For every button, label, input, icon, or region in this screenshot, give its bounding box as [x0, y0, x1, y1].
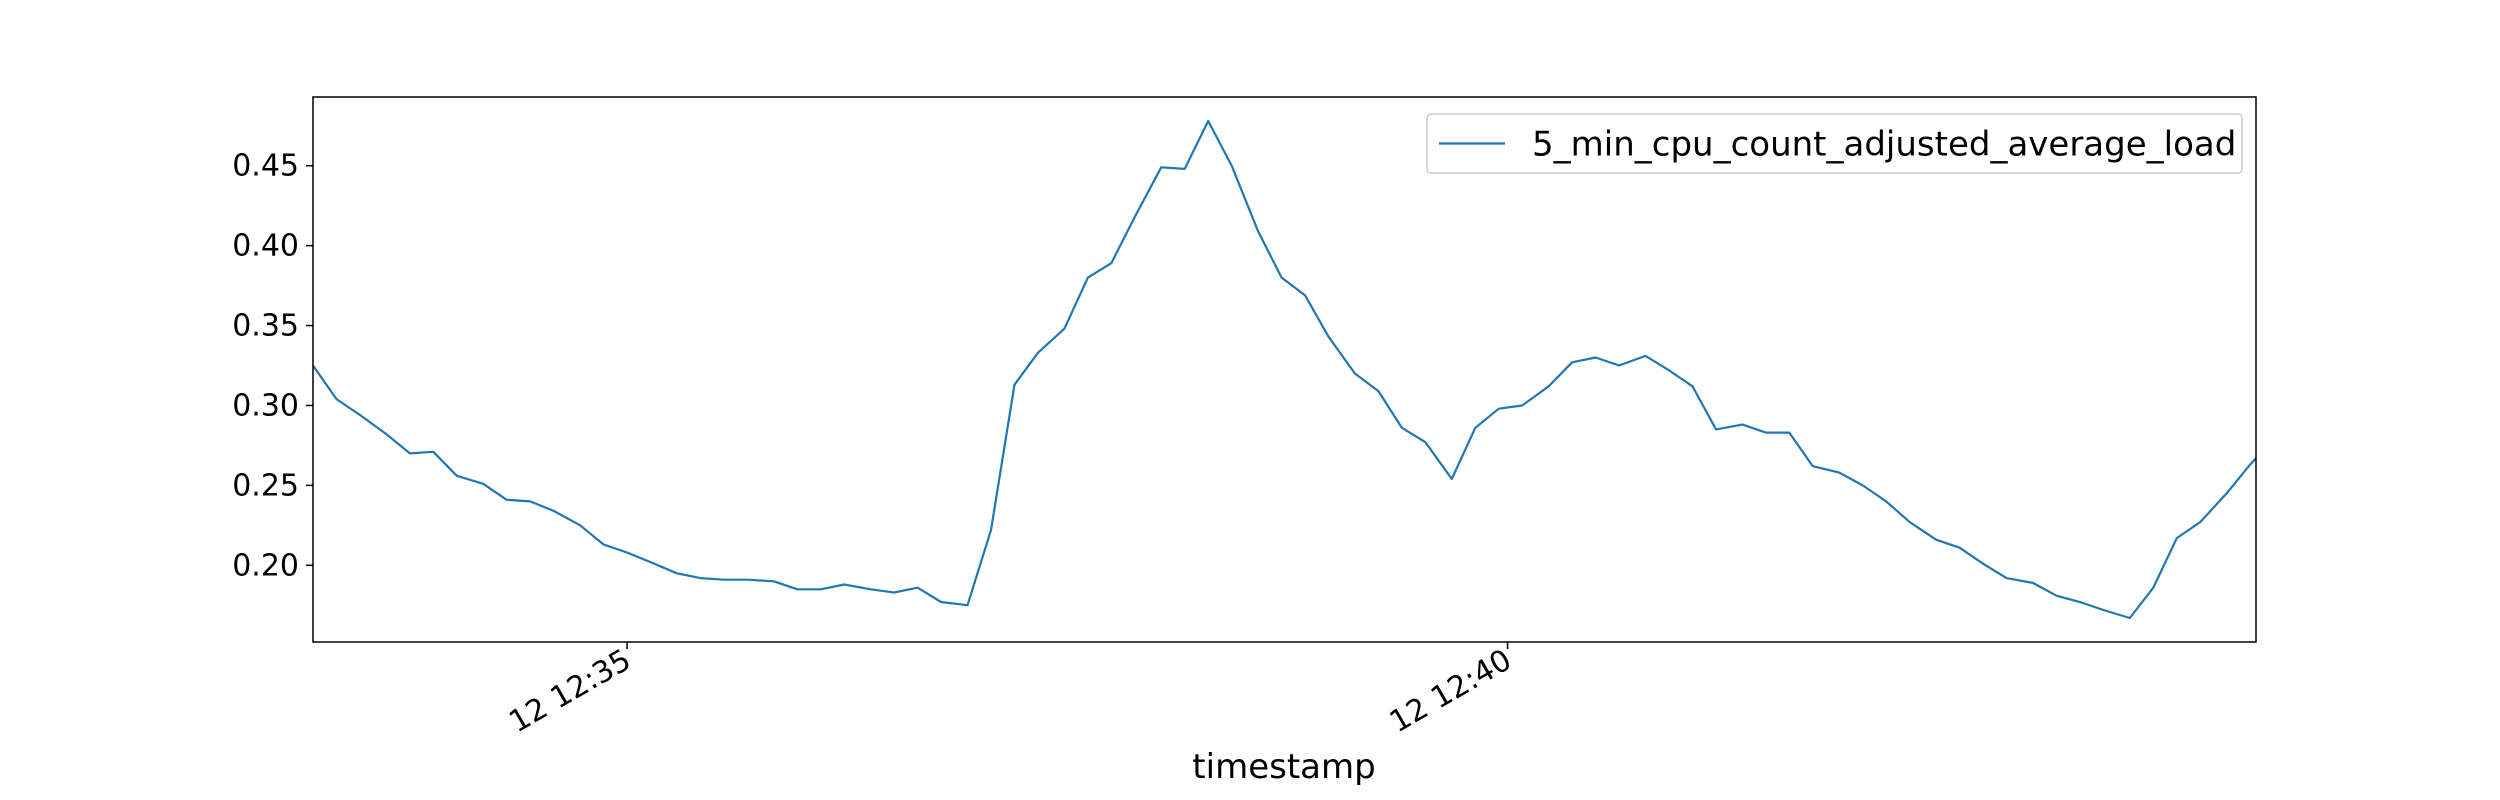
- y-tick-label: 0.40: [232, 229, 299, 264]
- plot-area-frame: [312, 96, 2257, 643]
- y-tick-label: 0.45: [232, 149, 299, 184]
- y-tick-label: 0.25: [232, 468, 299, 503]
- y-axis: 0.20 0.25 0.30 0.35 0.40 0.45: [232, 149, 313, 583]
- x-axis-label: timestamp: [1192, 747, 1375, 787]
- legend-entry-label: 5_min_cpu_count_adjusted_average_load: [1532, 125, 2236, 165]
- y-tick-label: 0.20: [232, 548, 299, 583]
- series-lines: [312, 119, 2257, 620]
- series-line-0: [312, 119, 2257, 620]
- y-tick-label: 0.35: [232, 309, 299, 344]
- legend: 5_min_cpu_count_adjusted_average_load: [1426, 113, 2243, 174]
- legend-box: [1426, 113, 2243, 174]
- y-tick-label: 0.30: [232, 388, 299, 423]
